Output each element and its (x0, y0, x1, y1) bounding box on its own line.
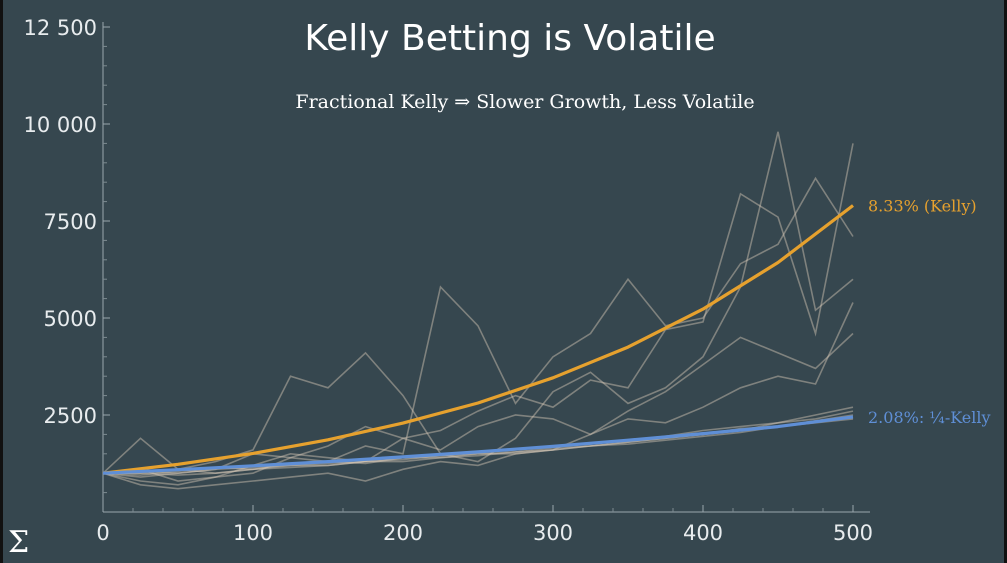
labels: 8.33% (Kelly) 2.08%: ¼-Kelly (868, 196, 990, 426)
x-tick-label: 0 (96, 521, 109, 545)
chart-subtitle: Fractional Kelly ⇒ Slower Growth, Less V… (295, 91, 754, 113)
series-line (102, 415, 854, 475)
x-tick-label: 300 (533, 521, 573, 545)
sample-path (102, 414, 854, 475)
series-label: 8.33% (Kelly) (868, 196, 977, 215)
sample-paths (102, 131, 854, 490)
right-border (1004, 0, 1007, 563)
y-tick-label: 7500 (44, 210, 97, 234)
sample-path (102, 131, 854, 474)
y-tick-label: 10 000 (24, 113, 97, 137)
series-lines (102, 204, 854, 475)
sample-path (103, 410, 854, 475)
chart-title: Kelly Betting is Volatile (304, 18, 715, 59)
y-tick-label: 12 500 (24, 16, 97, 40)
y-tick-label: 2500 (44, 404, 97, 428)
x-tick-label: 400 (683, 521, 723, 545)
y-tick-label: 5000 (44, 307, 97, 331)
x-tick-label: 100 (233, 521, 273, 545)
sample-path (102, 143, 854, 478)
sample-path (102, 332, 854, 482)
left-border (0, 0, 3, 563)
sample-path (103, 418, 854, 476)
sample-path (102, 302, 854, 490)
sample-path (102, 176, 854, 486)
series-line (102, 204, 854, 475)
series-label: 2.08%: ¼-Kelly (868, 408, 990, 427)
axes: 2500 5000 7500 10 000 12 500 0 100 200 300 400 500 (24, 16, 874, 545)
x-tick-label: 500 (833, 521, 873, 545)
sigma-logo: Σ (8, 525, 29, 560)
x-tick-label: 200 (383, 521, 423, 545)
